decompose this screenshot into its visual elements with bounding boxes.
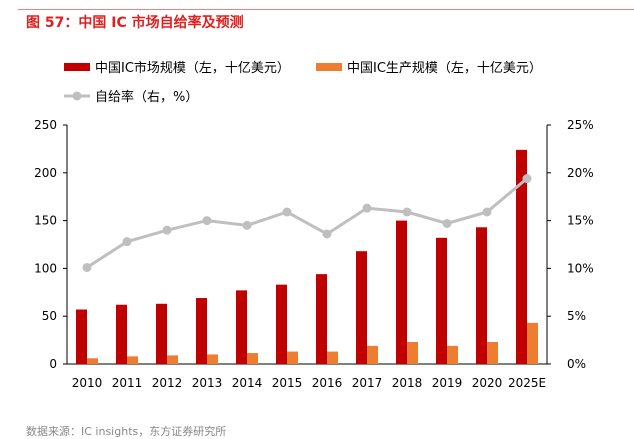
x-tick-label: 2012: [152, 376, 183, 390]
production-bar: [207, 354, 218, 364]
market-bar: [236, 290, 247, 364]
production-bar: [87, 358, 98, 364]
production-bar: [127, 356, 138, 364]
market-bar: [436, 237, 447, 364]
title-rule: [18, 9, 634, 10]
ratio-point: [122, 237, 132, 247]
market-bar: [276, 284, 287, 364]
production-bar: [487, 342, 498, 364]
production-bar: [327, 351, 338, 364]
left-tick-label: 200: [34, 166, 57, 180]
chart-title: 图 57：中国 IC 市场自给率及预测: [26, 15, 244, 31]
right-tick-label: 0%: [567, 357, 586, 371]
x-tick-label: 2015: [272, 376, 303, 390]
production-bar: [247, 353, 258, 364]
ratio-point: [442, 218, 452, 228]
ratio-point: [402, 207, 412, 217]
left-tick-label: 100: [34, 261, 57, 275]
legend-production-swatch: [316, 63, 342, 71]
market-bar: [316, 274, 327, 364]
right-tick-label: 10%: [567, 261, 594, 275]
left-tick-label: 150: [34, 214, 57, 228]
market-bar: [156, 303, 167, 364]
ratio-point: [482, 207, 492, 217]
ratio-point: [242, 220, 252, 230]
ratio-point: [162, 225, 172, 235]
x-tick-label: 2020: [472, 376, 503, 390]
x-tick-label: 2025E: [508, 376, 546, 390]
market-bar: [516, 149, 527, 364]
right-tick-label: 5%: [567, 309, 586, 323]
x-tick-label: 2013: [192, 376, 223, 390]
production-bar: [527, 322, 538, 364]
production-bar: [167, 355, 178, 364]
market-bar: [396, 220, 407, 364]
left-tick-label: 250: [34, 118, 57, 132]
production-bar: [367, 345, 378, 364]
ratio-point: [362, 203, 372, 213]
ratio-point: [82, 262, 92, 272]
production-bar: [407, 342, 418, 364]
legend-ratio-label: 自给率（右，%）: [95, 89, 198, 105]
ratio-point: [322, 229, 332, 239]
legend-market-label: 中国IC市场规模（左，十亿美元）: [95, 60, 290, 76]
x-tick-label: 2011: [112, 376, 143, 390]
source-note: 数据来源：IC insights，东方证券研究所: [26, 425, 227, 438]
production-bar: [287, 351, 298, 364]
market-bar: [196, 298, 207, 364]
market-bar: [356, 251, 367, 364]
right-tick-label: 25%: [567, 118, 594, 132]
x-tick-label: 2010: [72, 376, 103, 390]
x-tick-label: 2016: [312, 376, 343, 390]
x-tick-label: 2014: [232, 376, 263, 390]
left-tick-label: 0: [49, 357, 57, 371]
x-tick-label: 2017: [352, 376, 383, 390]
market-bar: [116, 304, 127, 364]
legend-market-swatch: [64, 63, 90, 71]
x-tick-label: 2018: [392, 376, 423, 390]
x-tick-label: 2019: [432, 376, 463, 390]
left-tick-label: 50: [42, 309, 57, 323]
ratio-point: [282, 207, 292, 217]
right-tick-label: 15%: [567, 214, 594, 228]
legend-ratio-marker: [72, 91, 82, 101]
production-bar: [447, 345, 458, 364]
legend-production-label: 中国IC生产规模（左，十亿美元）: [347, 61, 542, 76]
right-tick-label: 20%: [567, 166, 594, 180]
ratio-point: [202, 216, 212, 226]
ratio-point: [522, 174, 532, 184]
market-bar: [76, 309, 87, 364]
ratio-line: [86, 177, 528, 269]
market-bar: [476, 227, 487, 364]
